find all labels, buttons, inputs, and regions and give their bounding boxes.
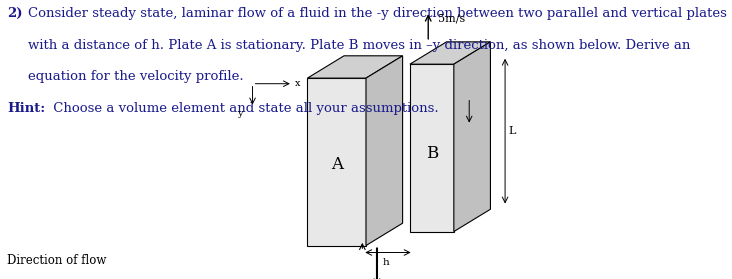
Text: Direction of flow: Direction of flow — [7, 254, 107, 267]
Polygon shape — [410, 64, 454, 232]
Text: h: h — [382, 258, 389, 267]
Polygon shape — [454, 42, 490, 232]
Text: 2): 2) — [7, 7, 23, 20]
Polygon shape — [307, 78, 366, 246]
Text: Choose a volume element and state all your assumptions.: Choose a volume element and state all yo… — [49, 102, 438, 115]
Text: y: y — [236, 109, 242, 118]
Polygon shape — [307, 56, 403, 78]
Text: x: x — [295, 79, 301, 88]
Polygon shape — [410, 42, 490, 64]
Text: A: A — [331, 156, 343, 173]
Text: L: L — [509, 126, 516, 136]
Text: with a distance of h. Plate A is stationary. Plate B moves in –y direction, as s: with a distance of h. Plate A is station… — [28, 39, 690, 52]
Text: 5m/s: 5m/s — [438, 13, 465, 23]
Text: Hint:: Hint: — [7, 102, 45, 115]
Polygon shape — [366, 56, 403, 246]
Text: equation for the velocity profile.: equation for the velocity profile. — [28, 70, 244, 83]
Text: B: B — [426, 145, 438, 162]
Text: Consider steady state, laminar flow of a fluid in the -y direction between two p: Consider steady state, laminar flow of a… — [28, 7, 727, 20]
